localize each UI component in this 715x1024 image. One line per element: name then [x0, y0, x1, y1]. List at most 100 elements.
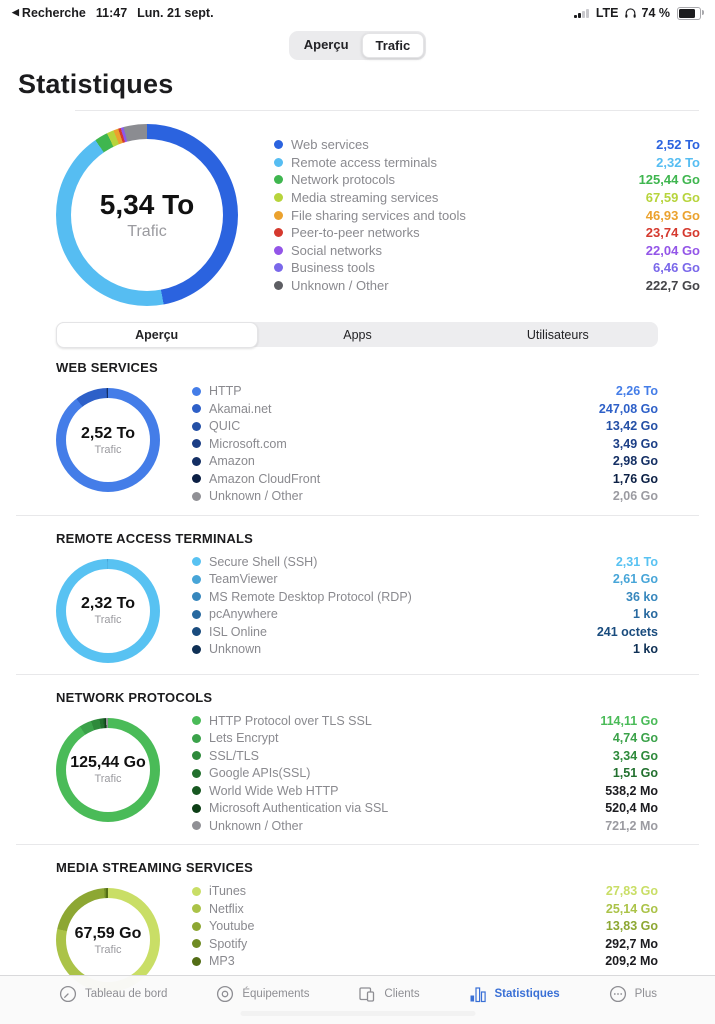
tab-equipements[interactable]: Équipements [215, 984, 309, 1004]
divider [16, 673, 699, 675]
item-label: MP3 [209, 954, 235, 968]
carrier-label: LTE [595, 6, 619, 20]
item-label: Unknown [209, 642, 262, 656]
item-value: 1 ko [632, 607, 658, 621]
clients-icon [359, 987, 375, 1002]
web-services-donut-chart: 2,52 To Trafic [56, 388, 160, 492]
category-dot-icon [274, 228, 283, 238]
item-value: 247,08 Go [598, 401, 658, 416]
tab-label: Tableau de bord [84, 988, 168, 1000]
tab-label: Plus [634, 988, 658, 1000]
tab-clients[interactable]: Clients [357, 984, 420, 1004]
traffic-legend: Web services 2,52 To Remote access termi… [274, 137, 700, 293]
list-item: Lets Encrypt 4,74 Go [192, 731, 658, 746]
battery-icon [677, 6, 704, 20]
item-value: 2,26 To [615, 384, 658, 398]
item-dot-icon [192, 803, 201, 813]
item-label: HTTP [209, 384, 242, 398]
item-dot-icon [192, 609, 201, 619]
legend-value: 222,7 Go [645, 277, 700, 293]
item-value: 209,2 Mo [605, 954, 658, 968]
item-label: Microsoft Authentication via SSL [209, 801, 389, 815]
tab-statistiques[interactable]: Statistiques [468, 984, 560, 1004]
status-bar: ◀ Recherche 11:47 Lun. 21 sept. LTE 74 % [0, 0, 715, 24]
list-item: MS Remote Desktop Protocol (RDP) 36 ko [192, 590, 658, 605]
section-total-label: Trafic [94, 773, 122, 785]
item-label: Microsoft.com [209, 436, 287, 451]
tab-plus[interactable]: Plus [608, 984, 657, 1004]
item-dot-icon [192, 421, 201, 431]
item-dot-icon [192, 627, 201, 637]
tab-utilisateurs[interactable]: Utilisateurs [526, 327, 589, 342]
legend-item: Unknown / Other 222,7 Go [274, 278, 700, 293]
back-app-label: Recherche [21, 6, 86, 20]
back-to-app-button[interactable]: ◀ Recherche [12, 6, 86, 20]
legend-label: Web services [291, 137, 369, 153]
list-item: pcAnywhere 1 ko [192, 607, 658, 622]
list-item: Amazon CloudFront 1,76 Go [192, 472, 658, 487]
item-dot-icon [192, 439, 201, 449]
legend-item: Remote access terminals 2,32 To [274, 155, 700, 170]
legend-value: 6,46 Go [653, 260, 700, 276]
page-title: Statistiques [18, 69, 174, 99]
list-item: World Wide Web HTTP 538,2 Mo [192, 784, 658, 799]
tab-trafic-top[interactable]: Trafic [361, 33, 425, 58]
category-dot-icon [274, 245, 283, 255]
item-dot-icon [192, 716, 201, 726]
item-value: 13,83 Go [605, 919, 658, 933]
item-dot-icon [192, 921, 201, 931]
item-label: SSL/TLS [209, 748, 260, 763]
item-value: 1,51 Go [612, 766, 658, 780]
legend-value: 2,32 To [656, 154, 700, 170]
item-label: ISL Online [209, 624, 267, 639]
item-value: 27,83 Go [605, 884, 658, 898]
traffic-overview-chart: 5,34 To Trafic Web services 2,52 To Remo… [0, 111, 715, 318]
category-dot-icon [274, 140, 283, 150]
tab-tableau-de-bord[interactable]: Tableau de bord [58, 984, 167, 1004]
battery-percent: 74 % [641, 6, 671, 20]
item-dot-icon [192, 939, 201, 949]
legend-item: Business tools 6,46 Go [274, 260, 700, 275]
section-total-label: Trafic [94, 943, 122, 956]
content-segmented-control: Aperçu Apps Utilisateurs [55, 321, 658, 348]
network-protocols-donut-chart: 125,44 Go Trafic [56, 717, 160, 822]
category-dot-icon [274, 263, 283, 273]
category-dot-icon [274, 192, 283, 202]
item-label: Amazon [209, 454, 255, 468]
section-title: NETWORK PROTOCOLS [56, 689, 213, 705]
remote-access-donut-chart: 2,32 To Trafic [56, 558, 160, 663]
tab-apercu-top[interactable]: Aperçu [303, 37, 349, 52]
legend-label: Social networks [291, 242, 383, 258]
item-dot-icon [192, 768, 201, 778]
item-value: 3,34 Go [612, 748, 658, 763]
item-dot-icon [192, 733, 201, 743]
legend-value: 125,44 Go [638, 172, 700, 188]
tab-apercu[interactable]: Aperçu [55, 321, 258, 348]
media-streaming-donut-chart: 67,59 Go Trafic [56, 888, 160, 992]
list-item: Netflix 25,14 Go [192, 902, 658, 917]
item-value: 1 ko [632, 642, 658, 656]
item-label: MS Remote Desktop Protocol (RDP) [209, 589, 412, 604]
item-dot-icon [192, 956, 201, 966]
item-value: 1,76 Go [612, 471, 658, 486]
dashboard-icon [59, 985, 76, 1003]
list-item: QUIC 13,42 Go [192, 419, 658, 434]
item-dot-icon [192, 886, 201, 896]
list-item: iTunes 27,83 Go [192, 884, 658, 899]
legend-label: Network protocols [291, 172, 396, 188]
legend-item: Media streaming services 67,59 Go [274, 190, 700, 205]
view-mode-segmented-control: Aperçu Trafic [288, 31, 427, 60]
section-title: WEB SERVICES [56, 360, 158, 375]
list-item: Youtube 13,83 Go [192, 919, 658, 934]
section-total-value: 2,32 To [81, 595, 135, 612]
list-item: Google APIs(SSL) 1,51 Go [192, 766, 658, 781]
category-dot-icon [274, 210, 283, 220]
legend-item: Web services 2,52 To [274, 137, 700, 152]
list-item: Akamai.net 247,08 Go [192, 402, 658, 417]
item-value: 13,42 Go [605, 419, 658, 433]
item-dot-icon [192, 386, 201, 396]
item-dot-icon [192, 904, 201, 914]
item-value: 25,14 Go [605, 901, 658, 916]
tab-apps[interactable]: Apps [343, 327, 372, 342]
item-label: HTTP Protocol over TLS SSL [209, 713, 372, 728]
